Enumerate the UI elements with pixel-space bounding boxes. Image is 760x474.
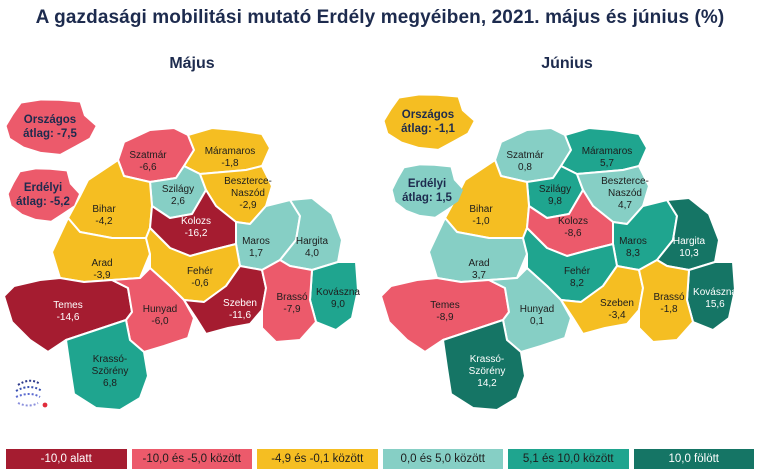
county-label-krasso: Krassó-Szörény 6,8 — [92, 354, 129, 389]
county-label-maram: Máramaros 5,7 — [582, 146, 633, 169]
legend-item-3: -4,9 és -0,1 között — [257, 449, 378, 469]
county-label-temes: Temes -14,6 — [53, 300, 82, 323]
county-label-brasso: Brassó -1,8 — [653, 292, 685, 315]
majus-transylvania-average-label: Erdélyi átlag: -5,2 — [16, 182, 70, 208]
county-hunyad — [111, 267, 195, 353]
county-krasso — [442, 319, 526, 411]
majus-national-average-label: Országos átlag: -7,5 — [23, 114, 77, 140]
county-label-satmar: Szatmár -6,6 — [129, 150, 167, 173]
county-label-maram: Máramaros -1,8 — [205, 146, 256, 169]
county-label-feher: Fehér -0,6 — [187, 266, 214, 289]
county-label-szilagy: Szilágy 2,6 — [162, 184, 194, 207]
county-label-kolozs: Kolozs -16,2 — [181, 216, 211, 239]
county-label-bihar: Bihar -4,2 — [92, 204, 116, 227]
county-brasso — [261, 259, 317, 343]
county-label-bistrita: Beszterce-Naszód 4,7 — [601, 176, 649, 211]
majus-national-average-badge — [6, 100, 96, 154]
county-hunyad — [488, 267, 572, 353]
junius-map: Szatmár 0,8 Máramaros 5,7 Szilágy 9,8 Beszterc… — [380, 127, 737, 411]
county-label-arad: Arad -3,9 — [91, 258, 112, 281]
county-label-bihar: Bihar -1,0 — [469, 204, 493, 227]
county-label-maros: Maros 8,3 — [619, 236, 647, 259]
county-label-hunyad: Hunyad 0,1 — [520, 304, 554, 327]
county-label-kolozs: Kolozs -8,6 — [558, 216, 588, 239]
majus-map: Szatmár -6,6 Máramaros -1,8 Szilágy 2,6 Beszte… — [3, 127, 360, 411]
legend-item-4: 0,0 és 5,0 között — [382, 449, 503, 469]
junius-transylvania-average-badge — [392, 165, 463, 217]
county-label-kovaszna: Kovászna 15,6 — [693, 287, 737, 310]
logo-icon — [15, 379, 48, 408]
legend-item-1: -10,0 alatt — [6, 449, 127, 469]
junius-transylvania-average-label: Erdélyi átlag: 1,5 — [402, 178, 452, 204]
may-map-title: Május — [169, 55, 215, 72]
page-title: A gazdasági mobilitási mutató Erdély meg… — [35, 7, 725, 28]
county-label-satmar: Szatmár 0,8 — [506, 150, 544, 173]
county-label-feher: Fehér 8,2 — [564, 266, 591, 289]
junius-national-average-badge — [384, 95, 474, 149]
legend-item-2: -10,0 és -5,0 között — [131, 449, 252, 469]
county-label-hargita: Hargita 4,0 — [296, 236, 329, 259]
county-label-arad: Arad 3,7 — [468, 258, 489, 281]
county-label-kovaszna: Kovászna 9,0 — [316, 287, 360, 310]
county-krasso — [65, 319, 149, 411]
legend-item-6: 10,0 fölött — [633, 449, 754, 469]
county-label-hunyad: Hunyad -6,0 — [143, 304, 177, 327]
county-label-szeben: Szeben -3,4 — [600, 298, 634, 321]
county-label-bistrita: Beszterce-Naszód -2,9 — [224, 176, 272, 211]
legend: -10,0 alatt -10,0 és -5,0 között -4,9 és -… — [6, 449, 754, 469]
county-label-szeben: Szeben -11,6 — [223, 298, 257, 321]
county-brasso — [638, 259, 694, 343]
legend-item-5: 5,1 és 10,0 között — [508, 449, 629, 469]
county-label-brasso: Brassó -7,9 — [276, 292, 308, 315]
majus-transylvania-average-badge — [8, 169, 80, 221]
junius-national-average-label: Országos átlag: -1,1 — [401, 109, 455, 135]
county-label-szilagy: Szilágy 9,8 — [539, 184, 571, 207]
county-label-temes: Temes -8,9 — [430, 300, 459, 323]
county-label-hargita: Hargita 10,3 — [673, 236, 706, 259]
county-label-maros: Maros 1,7 — [242, 236, 270, 259]
county-label-krasso: Krassó-Szörény 14,2 — [469, 354, 506, 389]
june-map-title: Június — [541, 55, 593, 72]
